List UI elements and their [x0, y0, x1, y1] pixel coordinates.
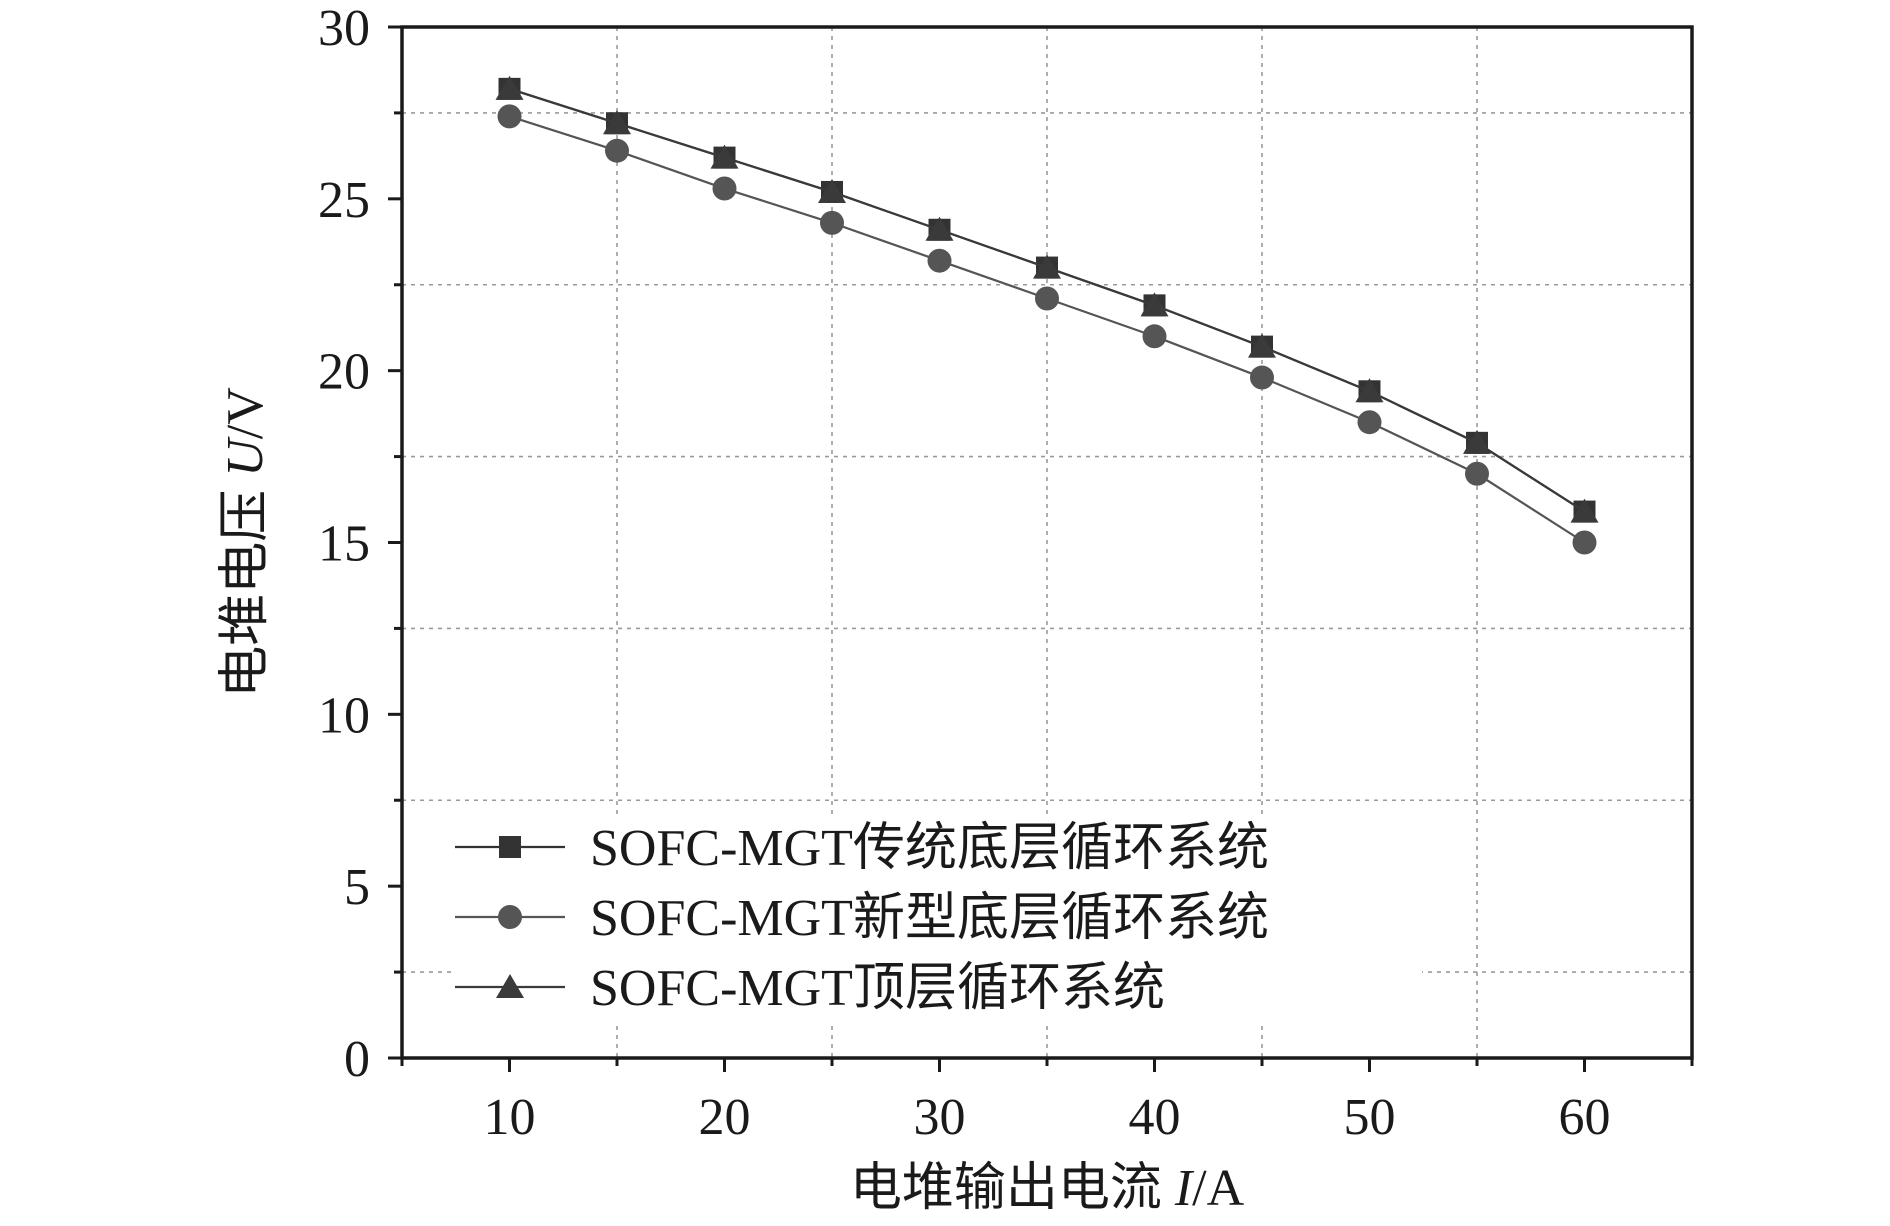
- data-point: [495, 75, 524, 100]
- series-3: [495, 75, 1599, 523]
- legend-marker: [499, 836, 521, 858]
- data-point: [1572, 530, 1597, 555]
- data-point: [1357, 410, 1382, 435]
- x-axis-title-unit: /A: [1192, 1160, 1244, 1217]
- x-axis-title: 电堆输出电流 I/A: [850, 1160, 1245, 1217]
- x-axis-title-prefix: 电堆输出电流: [850, 1160, 1175, 1217]
- y-tick-label: 25: [318, 172, 370, 229]
- y-tick-label: 20: [318, 344, 370, 401]
- legend-box: [452, 815, 1422, 1025]
- legend-label: SOFC-MGT新型底层循环系统: [590, 890, 1269, 947]
- legend-item: SOFC-MGT顶层循环系统: [455, 960, 1165, 1017]
- data-point: [710, 144, 739, 169]
- data-point: [1570, 498, 1599, 523]
- series-2: [497, 104, 1597, 555]
- y-axis-title-prefix: 电堆电压: [217, 477, 274, 698]
- data-point: [927, 248, 952, 273]
- data-point: [1355, 378, 1384, 403]
- legend-label: SOFC-MGT顶层循环系统: [590, 960, 1165, 1017]
- data-point: [1035, 286, 1059, 311]
- data-point: [603, 110, 631, 135]
- y-axis-title: 电堆电压 U/V: [217, 387, 274, 698]
- data-point: [925, 216, 954, 241]
- x-tick-label: 40: [1129, 1089, 1181, 1146]
- y-tick-label: 10: [318, 687, 370, 744]
- y-axis-title-unit: /V: [217, 387, 274, 439]
- data-point: [1463, 429, 1491, 454]
- y-axis-title-variable: U: [217, 436, 274, 477]
- legend: SOFC-MGT传统底层循环系统 SOFC-MGT新型底层循环系统 SOFC-MGT…: [455, 820, 1269, 1017]
- legend-item: SOFC-MGT新型底层循环系统: [455, 890, 1269, 947]
- legend-background: [452, 815, 1422, 1025]
- data-point: [820, 210, 844, 235]
- data-point: [605, 138, 629, 163]
- data-point: [712, 176, 737, 201]
- legend-label: SOFC-MGT传统底层循环系统: [590, 820, 1269, 877]
- x-axis-title-variable: I: [1174, 1160, 1195, 1217]
- y-tick-label: 15: [318, 516, 370, 573]
- plot-series: [495, 75, 1599, 555]
- x-tick-label: 50: [1344, 1089, 1396, 1146]
- data-point: [1140, 292, 1169, 317]
- x-tick-label: 60: [1559, 1089, 1611, 1146]
- x-tick-label: 10: [484, 1089, 536, 1146]
- y-tick-label: 30: [318, 0, 370, 57]
- data-point: [1250, 365, 1274, 390]
- y-tick-label: 0: [344, 1031, 370, 1088]
- data-point: [1465, 461, 1489, 486]
- legend-marker: [498, 905, 522, 929]
- axis-ticks: 10 20 30 40 50 60 0 5 10 15 20 25 30: [318, 0, 1694, 1146]
- grid: [402, 27, 1692, 1058]
- x-tick-label: 20: [699, 1089, 751, 1146]
- legend-marker: [496, 974, 524, 998]
- data-point: [1248, 333, 1276, 358]
- data-point: [1142, 324, 1167, 349]
- data-point: [818, 178, 846, 203]
- data-point: [497, 104, 522, 129]
- legend-item: SOFC-MGT传统底层循环系统: [455, 820, 1269, 877]
- data-point: [1033, 254, 1061, 279]
- y-tick-label: 5: [344, 859, 370, 916]
- x-tick-label: 30: [914, 1089, 966, 1146]
